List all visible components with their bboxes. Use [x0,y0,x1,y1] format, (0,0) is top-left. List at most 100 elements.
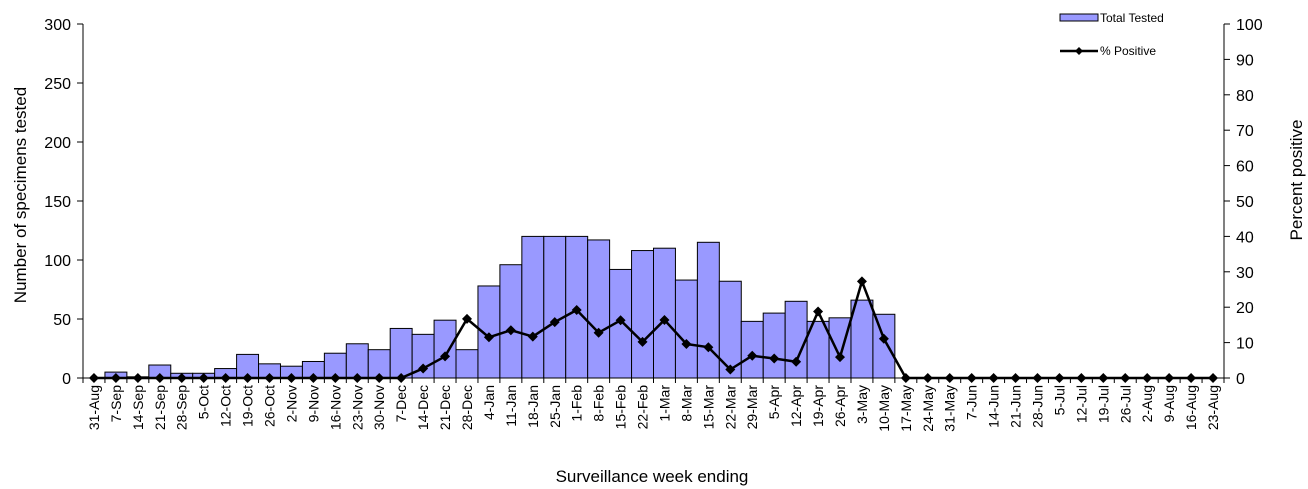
x-tick-label: 17-May [898,385,914,432]
point-26-Apr [835,352,846,363]
bar-10-May [872,313,896,379]
point-2-Nov [286,373,297,383]
x-tick-label: 14-Jun [986,385,1002,428]
point-3-May [856,276,867,287]
y-right-tick-label: 20 [1236,300,1254,317]
x-tick-label: 3-May [854,385,870,424]
x-tick-label: 22-Mar [722,385,738,430]
bar-15-Mar [696,241,720,379]
y-axis-title-left: Number of specimens tested [11,87,30,303]
bar-28-Dec [455,349,479,379]
y-axis-title-right: Percent positive [1287,120,1306,241]
x-tick-label: 31-May [942,385,958,432]
point-5-Apr [769,353,780,364]
bar-29-Mar [740,320,764,379]
point-31-May [944,373,955,383]
x-tick-label: 9-Nov [305,385,321,422]
bar-1-Mar [653,247,676,379]
point-7-Sep [110,373,121,383]
x-tick-label: 14-Dec [415,385,431,430]
bar-18-Jan [521,235,545,379]
y-right-tick-label: 30 [1236,265,1254,282]
x-tick-label: 19-Oct [240,385,256,427]
legend: Total Tested % Positive [1059,11,1164,58]
point-22-Mar [725,364,736,375]
x-tick-label: 14-Sep [130,385,146,430]
bar-series-total-tested [104,235,896,379]
y-right-tick-label: 60 [1236,159,1254,176]
y-left-tick-label: 150 [44,194,71,211]
x-tick-label: 12-Oct [218,385,234,427]
x-tick-label: 29-Mar [744,385,760,430]
x-tick-label: 28-Jun [1029,385,1045,428]
x-tick-label: 28-Sep [174,385,190,430]
point-19-Apr [813,306,824,317]
point-16-Aug [1186,373,1197,383]
point-14-Sep [132,373,143,383]
point-14-Dec [418,363,429,374]
legend-label-total-tested: Total Tested [1100,11,1164,25]
point-7-Jun [966,373,977,383]
x-tick-label: 2-Aug [1139,385,1155,422]
percent-positive-line [93,280,1214,380]
x-tick-label: 5-Apr [766,385,782,420]
point-4-Jan [483,332,494,343]
point-15-Mar [703,342,714,353]
x-tick-label: 30-Nov [371,385,387,430]
point-23-Nov [352,373,363,383]
x-tick-label: 16-Aug [1183,385,1199,430]
x-tick-label: 10-May [876,385,892,432]
bar-25-Jan [543,235,567,379]
x-tick-label: 15-Feb [613,385,629,430]
bar-7-Dec [389,327,413,379]
x-tick-label: 26-Apr [832,385,848,427]
x-tick-label: 26-Oct [262,385,278,427]
x-tick-label: 9-Aug [1161,385,1177,422]
point-14-Jun [988,373,999,383]
point-12-Apr [791,356,802,367]
x-tick-label: 21-Dec [437,385,453,430]
point-9-Nov [308,373,319,383]
x-tick-label: 12-Apr [788,385,804,427]
point-15-Feb [615,315,626,326]
x-tick-label: 5-Jul [1051,385,1067,415]
bar-21-Dec [433,319,457,379]
x-tick-label: 24-May [920,385,936,432]
point-25-Jan [549,317,560,328]
y-left-tick-label: 250 [44,76,71,93]
x-tick-label: 5-Oct [196,385,212,419]
point-8-Mar [681,339,692,350]
y-left-tick-label: 300 [44,17,71,34]
point-17-May [900,373,911,383]
x-tick-label: 11-Jan [503,385,519,427]
point-22-Feb [637,336,648,347]
point-8-Feb [593,327,604,338]
point-26-Oct [264,373,275,383]
y-right-tick-label: 40 [1236,229,1254,246]
legend-swatch-total-tested [1059,13,1099,22]
point-9-Aug [1164,373,1175,383]
bar-11-Jan [499,264,523,379]
y-left-tick-label: 0 [62,371,71,388]
point-7-Dec [396,373,407,383]
x-tick-label: 8-Feb [591,385,607,422]
point-2-Aug [1142,373,1153,383]
x-tick-label: 1-Feb [569,385,585,422]
point-18-Jan [527,331,538,342]
point-1-Mar [659,314,670,325]
point-10-May [878,333,889,344]
x-tick-label: 16-Nov [327,385,343,430]
point-19-Oct [242,373,253,383]
x-tick-label: 1-Mar [656,385,672,422]
point-28-Dec [461,313,472,324]
point-29-Mar [747,350,758,361]
point-5-Oct [198,373,209,383]
point-23-Aug [1208,373,1219,383]
y-left-tick-label: 100 [44,253,71,270]
y-right-tick-label: 90 [1236,52,1254,69]
y-right-tick-label: 100 [1236,17,1263,34]
x-tick-label: 23-Aug [1205,385,1221,430]
x-tick-label: 31-Aug [86,385,102,430]
point-31-Aug [88,373,99,383]
